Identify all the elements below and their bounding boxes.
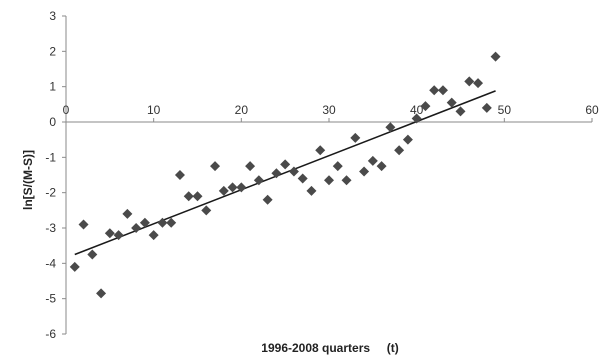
data-point xyxy=(236,182,247,193)
x-tick-label: 60 xyxy=(585,103,599,117)
x-tick-label: 50 xyxy=(498,103,512,117)
x-tick-label: 10 xyxy=(147,103,161,117)
data-point xyxy=(104,228,115,239)
data-point xyxy=(429,85,440,96)
data-point xyxy=(157,217,168,228)
data-point xyxy=(87,249,98,260)
data-point xyxy=(376,161,387,172)
data-point xyxy=(280,159,291,170)
data-point xyxy=(210,161,221,172)
data-point xyxy=(324,175,334,186)
data-point xyxy=(201,205,212,216)
data-point xyxy=(78,219,89,230)
data-point xyxy=(473,78,484,89)
y-tick-label: -2 xyxy=(45,186,56,200)
y-axis-title: ln[S/(M-S)] xyxy=(21,150,35,210)
data-point xyxy=(148,230,159,241)
data-point xyxy=(394,145,405,156)
data-point xyxy=(245,161,256,172)
data-point xyxy=(315,145,326,156)
data-point xyxy=(306,185,317,196)
data-point xyxy=(359,166,370,177)
y-tick-label: -4 xyxy=(45,256,56,270)
data-point xyxy=(69,261,80,272)
axes xyxy=(62,15,593,335)
x-axis-title: 1996-2008 quarters (t) xyxy=(261,341,398,355)
data-point xyxy=(297,173,308,184)
data-point xyxy=(437,85,448,96)
y-tick-label: -3 xyxy=(45,221,56,235)
data-point xyxy=(166,217,177,228)
data-point xyxy=(411,113,422,124)
data-point xyxy=(332,161,343,172)
data-point xyxy=(481,102,492,113)
data-point xyxy=(174,170,185,180)
data-point xyxy=(490,51,501,62)
data-point xyxy=(96,288,107,299)
data-point xyxy=(420,101,431,112)
data-point xyxy=(341,175,352,186)
y-tick-label: -5 xyxy=(45,292,56,306)
data-point xyxy=(262,194,273,205)
data-point xyxy=(253,175,264,186)
data-point xyxy=(350,132,361,143)
y-tick-label: 2 xyxy=(49,44,56,58)
data-point xyxy=(122,208,133,219)
data-points xyxy=(69,51,501,299)
y-tick-label: 0 xyxy=(49,115,56,129)
data-point xyxy=(367,155,378,166)
y-tick-label: 3 xyxy=(49,9,56,23)
data-point xyxy=(402,134,413,145)
data-point xyxy=(139,217,150,228)
y-tick-label: -6 xyxy=(45,327,56,341)
data-point xyxy=(192,191,203,202)
y-tick-label: 1 xyxy=(49,80,56,94)
data-point xyxy=(271,168,282,179)
data-point xyxy=(113,230,124,241)
data-point xyxy=(464,76,475,87)
data-point xyxy=(446,97,457,108)
data-point xyxy=(385,122,396,133)
data-point xyxy=(227,182,238,193)
x-tick-label: 30 xyxy=(322,103,336,117)
y-tick-label: -1 xyxy=(45,150,56,164)
data-point xyxy=(131,223,142,233)
x-tick-label: 0 xyxy=(63,103,70,117)
data-point xyxy=(183,191,194,202)
data-point xyxy=(288,166,299,177)
x-tick-label: 40 xyxy=(410,103,424,117)
data-point xyxy=(455,106,466,117)
data-point xyxy=(218,185,229,196)
x-tick-label: 20 xyxy=(235,103,249,117)
